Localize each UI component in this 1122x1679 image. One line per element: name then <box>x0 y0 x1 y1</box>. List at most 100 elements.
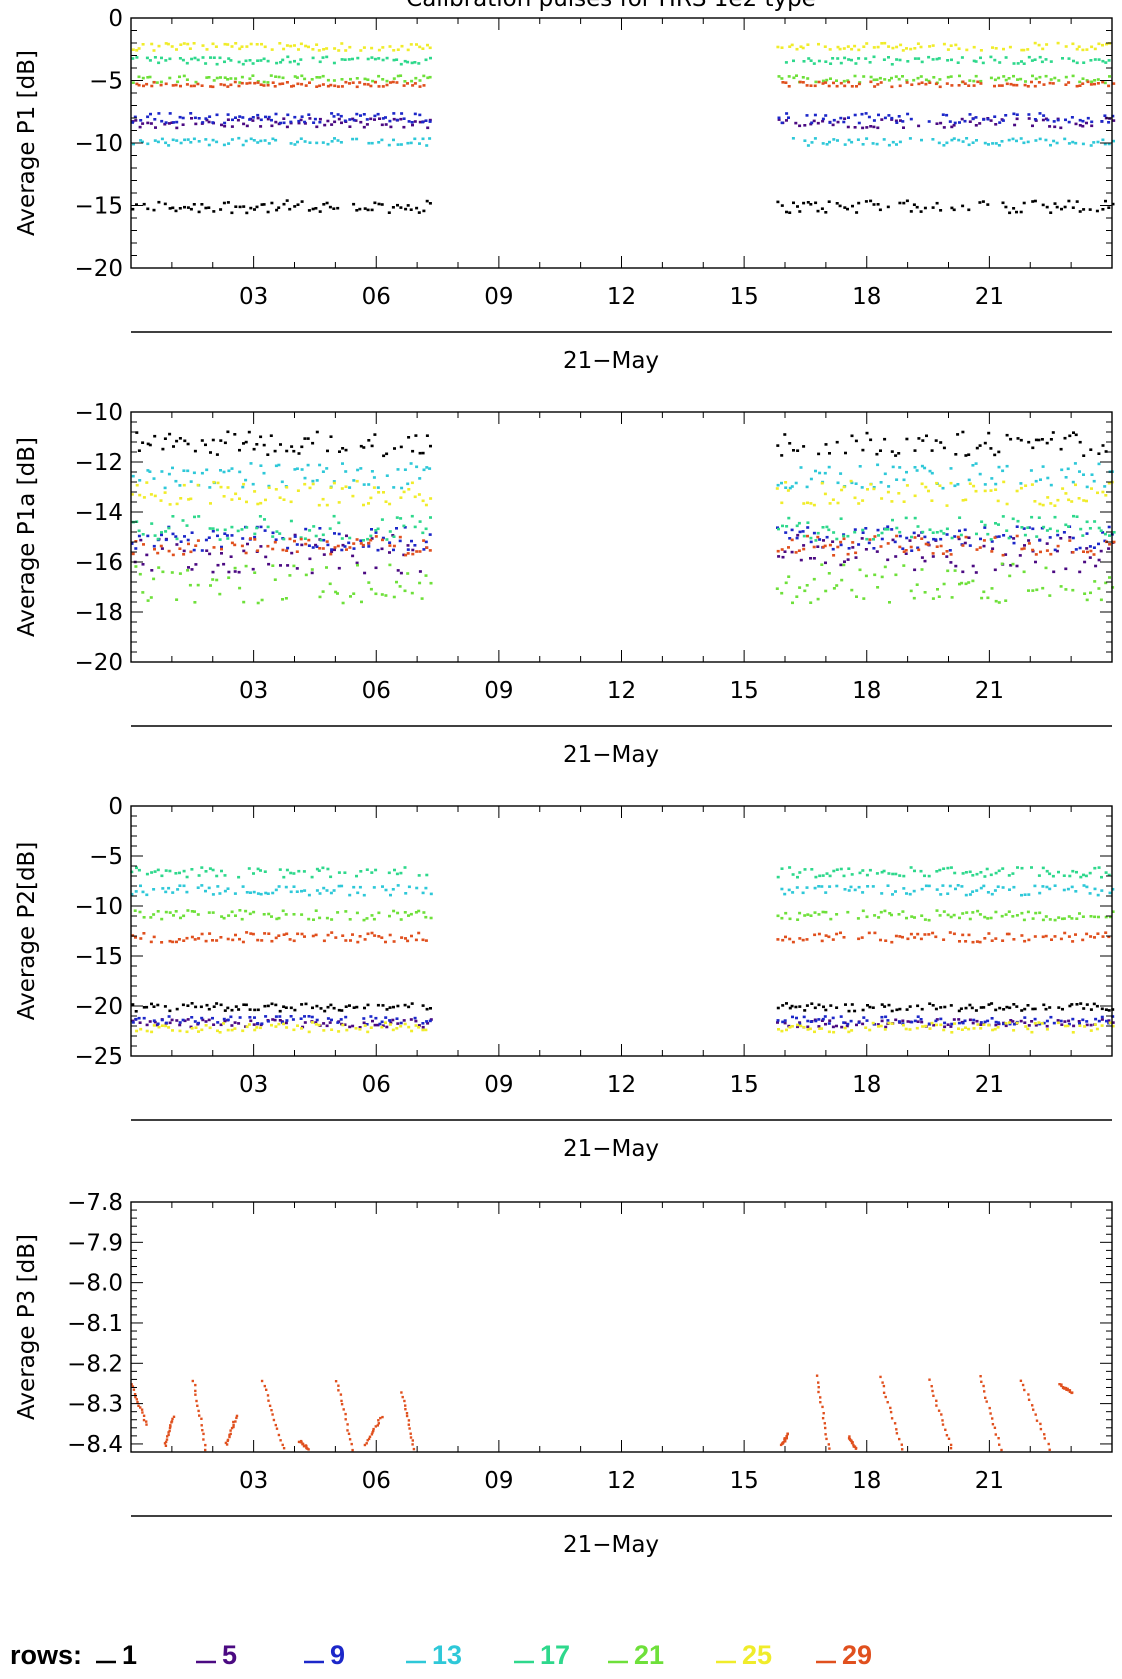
point <box>843 143 847 146</box>
point <box>805 886 809 889</box>
point <box>957 1027 960 1030</box>
point <box>847 1030 851 1034</box>
point <box>142 1006 146 1009</box>
point <box>802 502 806 505</box>
point <box>1002 1022 1005 1026</box>
point <box>1072 431 1075 434</box>
point <box>321 83 325 86</box>
point <box>1045 869 1049 873</box>
point <box>413 61 417 64</box>
point <box>212 1005 216 1008</box>
point <box>909 932 913 936</box>
point <box>185 83 189 86</box>
point <box>372 486 376 489</box>
point <box>869 125 873 128</box>
point <box>1041 866 1045 870</box>
point <box>827 200 831 203</box>
point <box>1101 80 1105 84</box>
point <box>138 910 142 914</box>
point <box>168 869 172 873</box>
point <box>1081 915 1085 918</box>
point <box>1031 1007 1035 1011</box>
point <box>190 531 194 534</box>
point <box>262 471 266 475</box>
point <box>318 210 322 213</box>
point <box>836 45 840 49</box>
point <box>395 1027 399 1030</box>
point <box>883 909 887 913</box>
point <box>338 450 341 453</box>
point <box>1038 1022 1042 1026</box>
point <box>175 1019 179 1022</box>
point <box>325 503 329 507</box>
point <box>303 482 307 486</box>
point <box>264 891 268 895</box>
point <box>205 1003 209 1007</box>
point <box>201 44 205 47</box>
point <box>961 499 965 502</box>
point <box>326 867 330 871</box>
point <box>418 570 422 573</box>
point <box>396 1004 400 1008</box>
point <box>795 595 799 598</box>
point <box>400 936 404 939</box>
point <box>255 1026 259 1029</box>
point <box>413 1016 417 1020</box>
point <box>365 118 369 121</box>
point <box>229 1429 232 1432</box>
point <box>352 202 356 206</box>
point <box>865 42 869 45</box>
point <box>208 867 212 870</box>
series-25 <box>131 41 1111 52</box>
point <box>967 536 971 539</box>
point <box>1008 574 1012 578</box>
point <box>818 471 822 475</box>
point <box>1008 1021 1011 1024</box>
point <box>968 1018 972 1022</box>
point <box>868 1028 872 1032</box>
point <box>1101 531 1105 534</box>
point <box>198 1414 201 1417</box>
point <box>1038 502 1042 506</box>
point <box>299 137 303 140</box>
point <box>957 537 961 541</box>
point <box>385 83 389 87</box>
point <box>376 112 380 116</box>
point <box>901 120 905 123</box>
point <box>391 1028 395 1032</box>
point <box>821 874 825 877</box>
point <box>993 453 997 457</box>
point <box>886 205 890 209</box>
point <box>398 535 402 539</box>
point <box>1061 57 1064 60</box>
point <box>164 1440 168 1444</box>
point <box>1022 918 1026 922</box>
point <box>1104 871 1108 874</box>
point <box>219 83 223 86</box>
point <box>1023 1016 1027 1019</box>
y-ticks <box>131 17 1112 269</box>
point <box>1001 469 1005 473</box>
point <box>979 79 983 83</box>
point <box>828 1447 831 1450</box>
point <box>369 117 373 121</box>
point <box>945 550 949 553</box>
point <box>223 60 226 64</box>
point <box>1052 1021 1056 1025</box>
point <box>299 42 303 46</box>
point <box>894 890 897 893</box>
point <box>1019 1379 1023 1382</box>
point <box>862 75 866 78</box>
point <box>396 1022 400 1025</box>
point <box>241 143 245 147</box>
point <box>862 597 866 600</box>
point <box>223 874 227 877</box>
point <box>1103 539 1107 543</box>
point <box>421 1028 425 1032</box>
point <box>178 1021 182 1024</box>
point <box>277 75 281 79</box>
point <box>1071 536 1075 540</box>
point <box>238 497 241 500</box>
point <box>367 581 371 584</box>
point <box>216 534 219 538</box>
